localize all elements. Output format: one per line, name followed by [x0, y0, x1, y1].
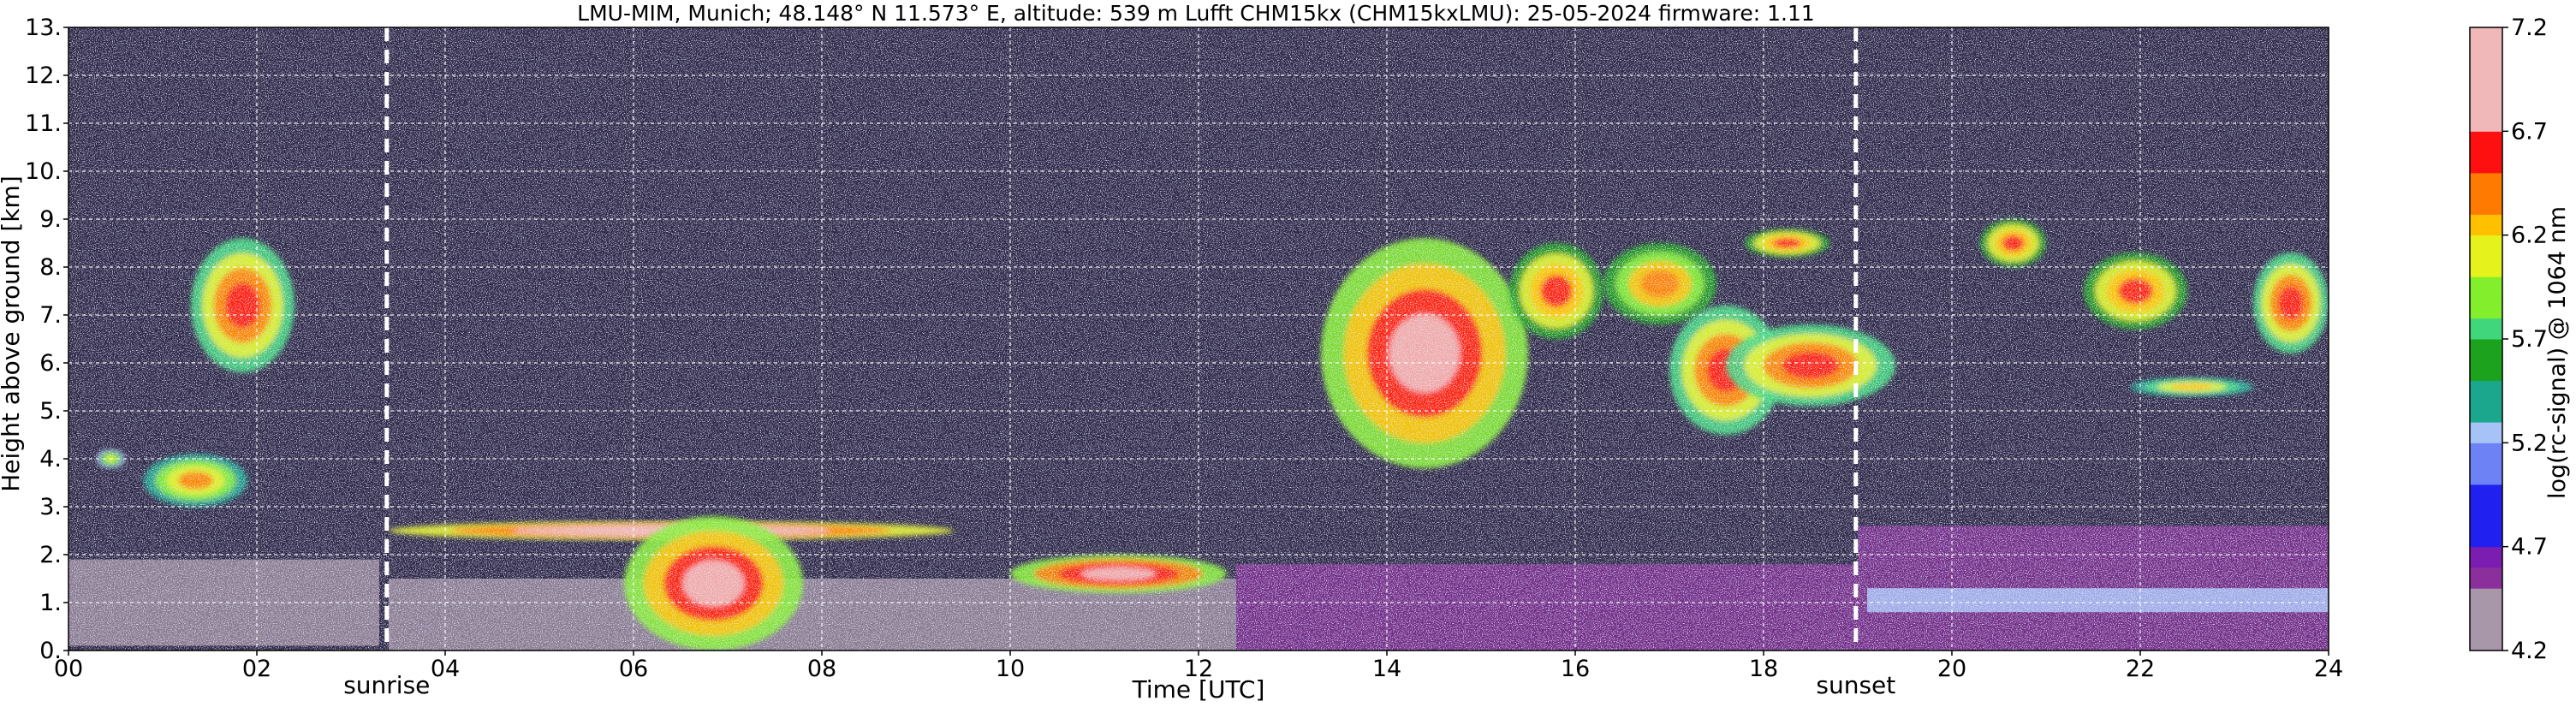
colorbar-tick-label: 6.7	[2511, 118, 2548, 145]
x-tick-label: 18	[1749, 656, 1778, 682]
x-tick-label: 08	[807, 656, 836, 682]
colorbar-segment	[2470, 276, 2502, 298]
colorbar-label: log(rc-signal) @ 1064 nm	[2544, 206, 2571, 499]
x-tick-label: 02	[242, 656, 271, 682]
colorbar-segment	[2470, 110, 2502, 132]
colorbar-segment	[2470, 214, 2502, 236]
colorbar-segment	[2470, 546, 2502, 568]
grid-lines	[68, 27, 2329, 651]
x-tick-label: 16	[1561, 656, 1590, 682]
x-tick-label: 00	[54, 656, 83, 682]
colorbar-segment	[2470, 297, 2502, 319]
colorbar-segment	[2470, 401, 2502, 423]
colorbar-segment	[2470, 629, 2502, 651]
y-tick-label: 2.	[39, 542, 62, 568]
colorbar-segment	[2470, 152, 2502, 174]
y-axis-label: Height above ground [km]	[0, 175, 25, 492]
colorbar-tick-label: 4.7	[2511, 534, 2548, 561]
colorbar-segment	[2470, 505, 2502, 526]
y-tick-label: 8.	[39, 254, 62, 281]
colorbar-segment	[2470, 235, 2502, 257]
x-tick-label: 10	[996, 656, 1025, 682]
y-tick-label: 4.	[39, 446, 62, 472]
colorbar-segment	[2470, 89, 2502, 111]
colorbar-segment	[2470, 463, 2502, 485]
colorbar-tick-label: 5.7	[2511, 326, 2548, 353]
colorbar-segment	[2470, 172, 2502, 194]
colorbar-segment	[2470, 567, 2502, 589]
x-tick-label: 12	[1184, 656, 1213, 682]
colorbar-segment	[2470, 318, 2502, 340]
colorbar-segment	[2470, 131, 2502, 153]
y-tick-label: 1.	[39, 590, 62, 616]
colorbar-segment	[2470, 68, 2502, 91]
plot-area: sunrise sunset	[68, 27, 2329, 699]
x-axis-ticks: 00 02 04 06 08 10 12 14 16 18 20 22 24	[54, 651, 2343, 682]
colorbar-segment	[2470, 588, 2502, 609]
colorbar-tick-label: 4.2	[2511, 638, 2548, 664]
y-axis-ticks: 0. 1. 2. 3. 4. 5. 6. 7. 8. 9. 10. 11. 12. 13.	[25, 15, 68, 664]
y-tick-label: 0.	[39, 638, 62, 664]
chart-title: LMU-MIM, Munich; 48.148° N 11.573° E, al…	[577, 1, 1815, 26]
colorbar-segment	[2470, 193, 2502, 215]
sunrise-label: sunrise	[343, 671, 430, 699]
x-tick-label: 22	[2126, 656, 2155, 682]
y-tick-label: 9.	[39, 206, 62, 233]
colorbar-segment	[2470, 339, 2502, 360]
colorbar-segment	[2470, 359, 2502, 382]
y-tick-label: 5.	[39, 398, 62, 425]
colorbar-segment	[2470, 27, 2502, 49]
y-tick-label: 6.	[39, 350, 62, 377]
y-tick-label: 13.	[25, 15, 62, 41]
colorbar-segment	[2470, 484, 2502, 506]
event-lines: sunrise sunset	[343, 27, 1895, 699]
colorbar: 4.2 4.7 5.2 5.7 6.2 6.7 7.2	[2469, 15, 2548, 664]
y-tick-label: 10.	[25, 158, 62, 185]
colorbar-segment	[2470, 526, 2502, 548]
colorbar-segment	[2470, 255, 2502, 277]
colorbar-segment	[2470, 609, 2502, 631]
colorbar-tick-label: 7.2	[2511, 15, 2548, 41]
colorbar-segment	[2470, 380, 2502, 402]
x-axis-label: Time [UTC]	[1132, 675, 1265, 704]
sunset-label: sunset	[1816, 671, 1895, 699]
y-tick-label: 12.	[25, 62, 62, 89]
colorbar-segment	[2470, 48, 2502, 70]
x-tick-label: 06	[619, 656, 648, 682]
colorbar-tick-label: 5.2	[2511, 430, 2548, 456]
x-tick-label: 24	[2314, 656, 2343, 682]
y-tick-label: 11.	[25, 110, 62, 137]
colorbar-tick-label: 6.2	[2511, 223, 2548, 249]
y-tick-label: 3.	[39, 494, 62, 520]
x-tick-label: 20	[1937, 656, 1966, 682]
x-tick-label: 04	[431, 656, 460, 682]
colorbar-segment	[2470, 422, 2502, 443]
colorbar-segment	[2470, 443, 2502, 465]
x-tick-label: 14	[1372, 656, 1401, 682]
y-tick-label: 7.	[39, 302, 62, 329]
